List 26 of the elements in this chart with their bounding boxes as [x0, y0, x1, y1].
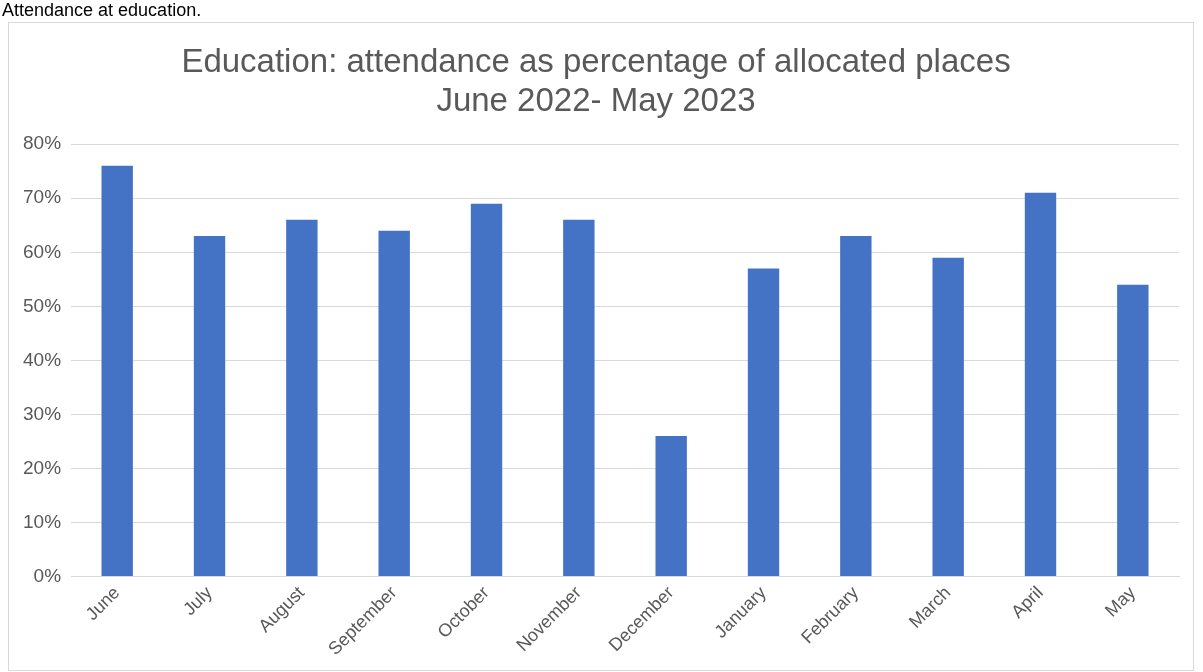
bar — [1024, 192, 1057, 576]
y-tick-label: 20% — [23, 456, 62, 478]
x-tick-label: May — [1100, 582, 1140, 621]
chart-title: Education: attendance as percentage of allocated places — [181, 41, 1011, 79]
text: Attendance at education. — [2, 0, 202, 20]
y-tick-label: 10% — [23, 510, 62, 532]
bar — [747, 268, 780, 576]
y-tick-label: 50% — [23, 294, 62, 316]
y-tick-label: 40% — [23, 348, 62, 370]
y-tick-label: 80% — [23, 132, 62, 154]
bar — [1117, 284, 1149, 576]
chart-subtitle: June 2022- May 2023 — [436, 81, 756, 119]
y-tick-label: 60% — [23, 240, 62, 262]
bar — [193, 236, 226, 576]
y-tick-label: 0% — [33, 564, 62, 586]
bar — [470, 203, 503, 576]
bar — [563, 219, 595, 576]
bar — [101, 165, 133, 576]
bar — [932, 257, 964, 576]
x-tick-label: July — [179, 582, 216, 620]
y-tick-label: 30% — [23, 402, 62, 424]
bar — [286, 219, 318, 576]
y-tick-label: 70% — [23, 186, 62, 208]
bar — [840, 236, 872, 576]
bar — [378, 230, 410, 576]
bar — [655, 435, 687, 576]
